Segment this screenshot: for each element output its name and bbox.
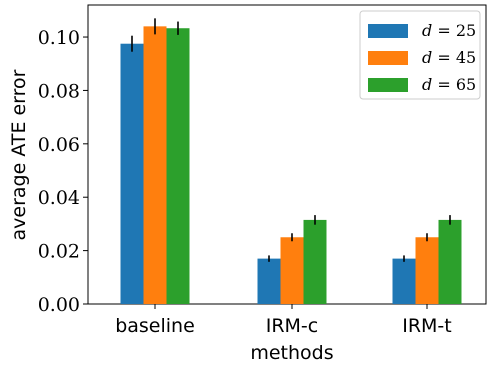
x-tick-label: IRM-t — [402, 315, 452, 337]
x-tick-label: baseline — [115, 315, 195, 337]
legend: d = 25 d = 45 d = 65 — [359, 10, 481, 100]
bar-irm-c-s3 — [303, 219, 327, 304]
y-axis: 0.00 0.02 0.04 0.06 0.08 0.10 — [38, 27, 88, 316]
y-tick-label: 0.00 — [38, 294, 80, 316]
x-tick-label: IRM-c — [266, 315, 319, 337]
legend-swatch — [368, 78, 408, 92]
legend-entry: d = 25 — [422, 21, 476, 40]
bar-irm-t-s1 — [392, 258, 416, 304]
legend-swatch — [368, 51, 408, 65]
bar-irm-c-s2 — [280, 237, 304, 304]
legend-swatch — [368, 24, 408, 38]
x-axis: baseline IRM-c IRM-t — [115, 304, 452, 337]
legend-entry: d = 45 — [422, 48, 476, 67]
bar-baseline-s2 — [143, 26, 167, 304]
y-tick-label: 0.06 — [38, 134, 80, 156]
bar-irm-t-s3 — [438, 219, 462, 304]
bar-baseline-s3 — [166, 28, 190, 305]
y-tick-label: 0.08 — [38, 80, 80, 102]
y-tick-label: 0.10 — [38, 27, 80, 49]
y-tick-label: 0.02 — [38, 241, 80, 263]
bar-irm-c-s1 — [257, 258, 281, 304]
x-axis-label: methods — [250, 342, 333, 364]
error-bars-layer — [131, 18, 451, 262]
bar-baseline-s1 — [120, 43, 144, 305]
bars-layer — [120, 26, 462, 305]
y-axis-label: average ATE error — [8, 69, 30, 240]
bar-irm-t-s2 — [415, 237, 439, 304]
y-tick-label: 0.04 — [38, 187, 80, 209]
legend-entry: d = 65 — [422, 75, 476, 94]
